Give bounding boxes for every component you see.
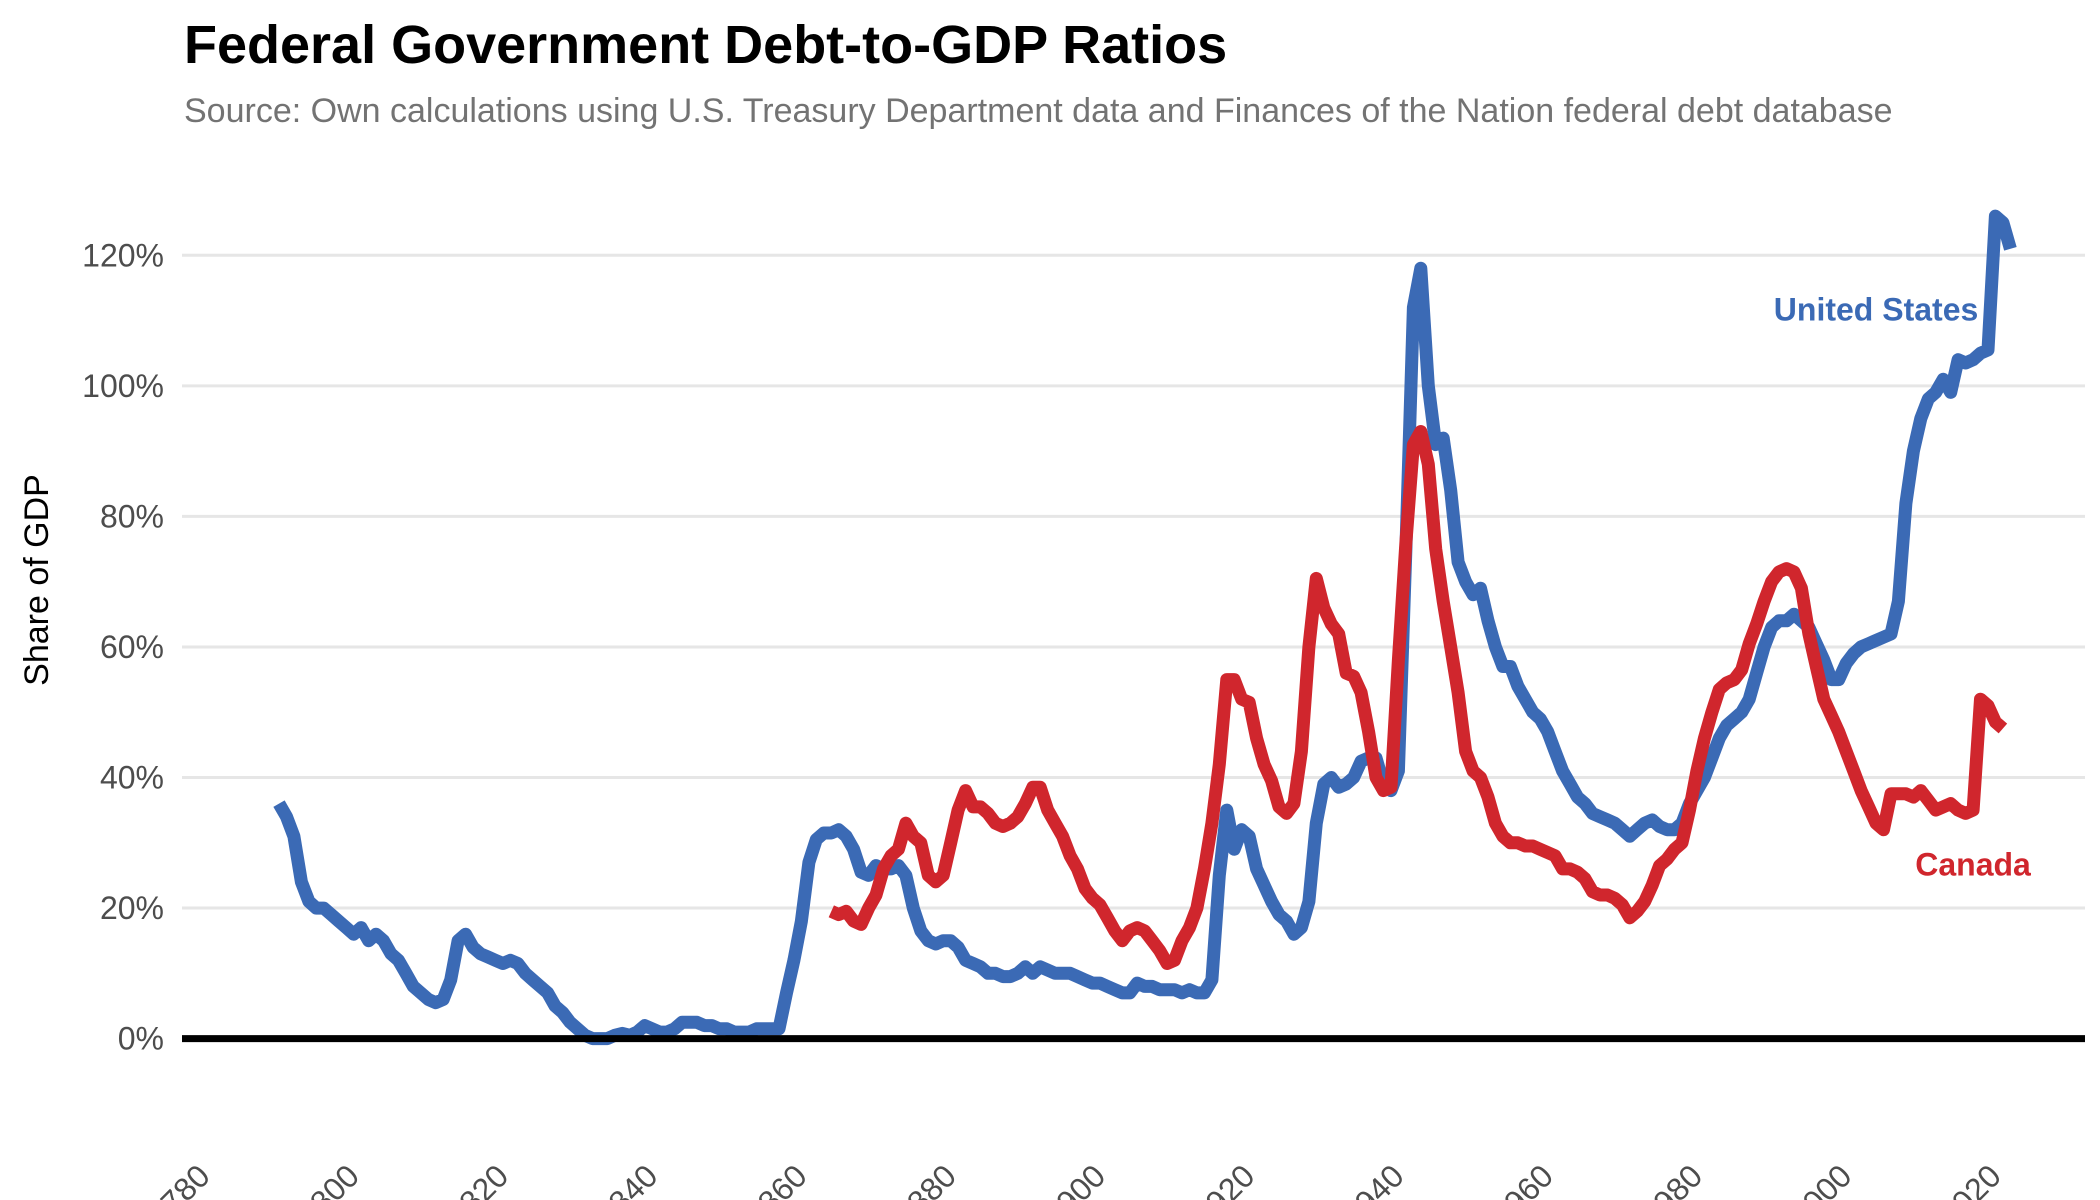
- y-tick-label: 100%: [82, 368, 164, 404]
- x-tick-label: 1920: [1186, 1157, 1262, 1200]
- y-tick-label: 0%: [118, 1021, 164, 1057]
- x-tick-label: 1780: [141, 1157, 217, 1200]
- y-tick-label: 20%: [100, 890, 164, 926]
- series-label-canada: Canada: [1915, 846, 2031, 882]
- x-tick-label: 1820: [440, 1157, 516, 1200]
- x-tick-label: 1860: [738, 1157, 814, 1200]
- x-axis-ticks: 1780 1800 1820 1840 1860 1880 1900 1920 1940 1960…: [141, 1157, 2008, 1200]
- x-tick-label: 1980: [1634, 1157, 1710, 1200]
- x-tick-label: 1840: [589, 1157, 665, 1200]
- x-tick-label: 1940: [1335, 1157, 1411, 1200]
- x-tick-label: 1800: [290, 1157, 366, 1200]
- chart-subtitle: Source: Own calculations using U.S. Trea…: [184, 92, 1893, 130]
- series-labels: United States Canada: [1774, 292, 2031, 883]
- series-lines: [273, 209, 2017, 1046]
- series-line-canada: [828, 425, 2008, 970]
- y-tick-label: 120%: [82, 237, 164, 273]
- y-tick-label: 80%: [100, 498, 164, 534]
- series-label-united-states: United States: [1774, 292, 1978, 328]
- x-tick-label: 1880: [887, 1157, 963, 1200]
- chart-title: Federal Government Debt-to-GDP Ratios: [184, 15, 1228, 75]
- x-tick-label: 2020: [1932, 1157, 2008, 1200]
- series-line-united-states: [273, 209, 2017, 1046]
- x-tick-label: 2000: [1783, 1157, 1859, 1200]
- y-tick-label: 60%: [100, 629, 164, 665]
- y-tick-label: 40%: [100, 760, 164, 796]
- y-axis-title: Share of GDP: [18, 474, 56, 686]
- y-axis-ticks: 0% 20% 40% 60% 80% 100% 120%: [82, 237, 164, 1056]
- x-tick-label: 1960: [1484, 1157, 1560, 1200]
- x-tick-label: 1900: [1037, 1157, 1113, 1200]
